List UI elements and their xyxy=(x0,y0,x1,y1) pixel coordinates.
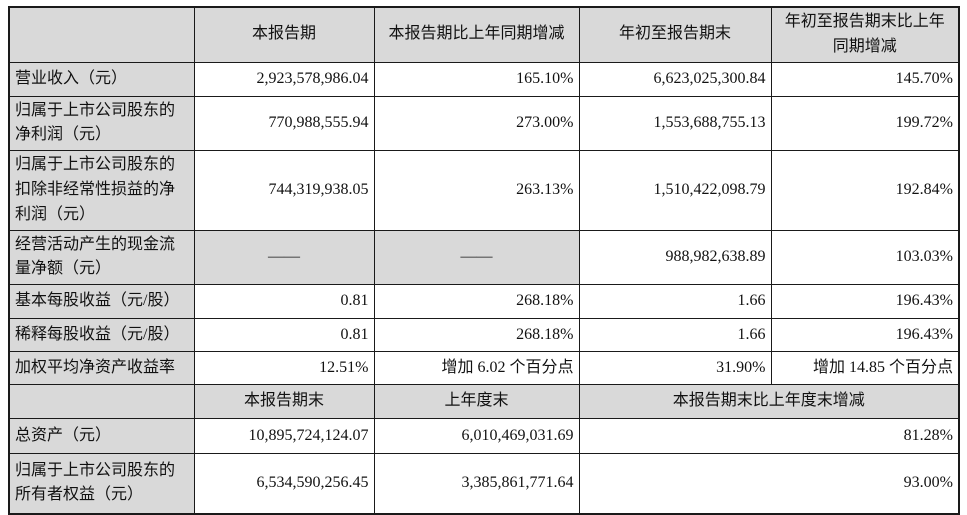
value-cell: 1.66 xyxy=(578,318,772,353)
column-header-change-vs-prior-year-end: 本报告期末比上年度末增减 xyxy=(578,384,960,420)
value-cell: 0.81 xyxy=(193,318,375,353)
table-row-diluted-eps: 稀释每股收益（元/股） 0.81 268.18% 1.66 196.43% xyxy=(8,318,960,353)
value-cell: 263.13% xyxy=(373,150,580,231)
value-cell: 268.18% xyxy=(373,318,580,353)
corner-cell xyxy=(8,6,195,63)
value-cell: 145.70% xyxy=(770,61,960,97)
value-cell: 0.81 xyxy=(193,284,375,320)
column-header-current-period: 本报告期 xyxy=(193,6,375,63)
value-cell: 199.72% xyxy=(770,95,960,152)
value-cell: 196.43% xyxy=(770,318,960,353)
table-row-net-profit: 归属于上市公司股东的净利润（元） 770,988,555.94 273.00% … xyxy=(8,95,960,152)
row-header-cell: 归属于上市公司股东的所有者权益（元） xyxy=(8,453,195,515)
value-cell: 988,982,638.89 xyxy=(578,229,772,286)
table-row-operating-cash-flow: 经营活动产生的现金流量净额（元） —— —— 988,982,638.89 10… xyxy=(8,229,960,286)
table-row-total-assets: 总资产（元） 10,895,724,124.07 6,010,469,031.6… xyxy=(8,418,960,455)
value-cell: 196.43% xyxy=(770,284,960,320)
value-cell: 744,319,938.05 xyxy=(193,150,375,231)
row-header-cell: 归属于上市公司股东的扣除非经常性损益的净利润（元） xyxy=(8,150,195,231)
row-header-cell: 基本每股收益（元/股） xyxy=(8,284,195,320)
value-cell: 103.03% xyxy=(770,229,960,286)
value-cell: 6,010,469,031.69 xyxy=(373,418,580,455)
corner-cell xyxy=(8,384,195,420)
value-cell: 770,988,555.94 xyxy=(193,95,375,152)
value-cell: 1.66 xyxy=(578,284,772,320)
column-header-period-end: 本报告期末 xyxy=(193,384,375,420)
row-header-cell: 营业收入（元） xyxy=(8,61,195,97)
value-cell: 268.18% xyxy=(373,284,580,320)
value-cell: 1,510,422,098.79 xyxy=(578,150,772,231)
value-cell: 12.51% xyxy=(193,351,375,386)
row-header-cell: 加权平均净资产收益率 xyxy=(8,351,195,386)
header-row-period-end: 本报告期末 上年度末 本报告期末比上年度末增减 xyxy=(8,384,960,420)
value-cell: 6,534,590,256.45 xyxy=(193,453,375,515)
value-cell: 6,623,025,300.84 xyxy=(578,61,772,97)
value-cell: 93.00% xyxy=(578,453,960,515)
table-row-net-profit-excl-nonrecurring: 归属于上市公司股东的扣除非经常性损益的净利润（元） 744,319,938.05… xyxy=(8,150,960,231)
header-row-period: 本报告期 本报告期比上年同期增减 年初至报告期末 年初至报告期末比上年同期增减 xyxy=(8,6,960,63)
value-cell: 10,895,724,124.07 xyxy=(193,418,375,455)
row-header-cell: 归属于上市公司股东的净利润（元） xyxy=(8,95,195,152)
value-cell: 1,553,688,755.13 xyxy=(578,95,772,152)
value-cell: 273.00% xyxy=(373,95,580,152)
table-row-weighted-avg-roe: 加权平均净资产收益率 12.51% 增加 6.02 个百分点 31.90% 增加… xyxy=(8,351,960,386)
value-cell: 增加 14.85 个百分点 xyxy=(770,351,960,386)
column-header-year-to-date: 年初至报告期末 xyxy=(578,6,772,63)
column-header-prior-year-end: 上年度末 xyxy=(373,384,580,420)
financial-summary-table: 本报告期 本报告期比上年同期增减 年初至报告期末 年初至报告期末比上年同期增减 … xyxy=(8,6,960,515)
value-cell: 3,385,861,771.64 xyxy=(373,453,580,515)
report-page: 本报告期 本报告期比上年同期增减 年初至报告期末 年初至报告期末比上年同期增减 … xyxy=(8,6,960,515)
table-row-shareholders-equity: 归属于上市公司股东的所有者权益（元） 6,534,590,256.45 3,38… xyxy=(8,453,960,515)
column-header-ytd-yoy-change: 年初至报告期末比上年同期增减 xyxy=(770,6,960,63)
table-row-revenue: 营业收入（元） 2,923,578,986.04 165.10% 6,623,0… xyxy=(8,61,960,97)
value-cell: 165.10% xyxy=(373,61,580,97)
table-row-basic-eps: 基本每股收益（元/股） 0.81 268.18% 1.66 196.43% xyxy=(8,284,960,320)
empty-dash-cell: —— xyxy=(373,229,580,286)
row-header-cell: 稀释每股收益（元/股） xyxy=(8,318,195,353)
value-cell: 192.84% xyxy=(770,150,960,231)
value-cell: 31.90% xyxy=(578,351,772,386)
column-header-yoy-change: 本报告期比上年同期增减 xyxy=(373,6,580,63)
value-cell: 2,923,578,986.04 xyxy=(193,61,375,97)
empty-dash-cell: —— xyxy=(193,229,375,286)
row-header-cell: 经营活动产生的现金流量净额（元） xyxy=(8,229,195,286)
row-header-cell: 总资产（元） xyxy=(8,418,195,455)
value-cell: 81.28% xyxy=(578,418,960,455)
value-cell: 增加 6.02 个百分点 xyxy=(373,351,580,386)
